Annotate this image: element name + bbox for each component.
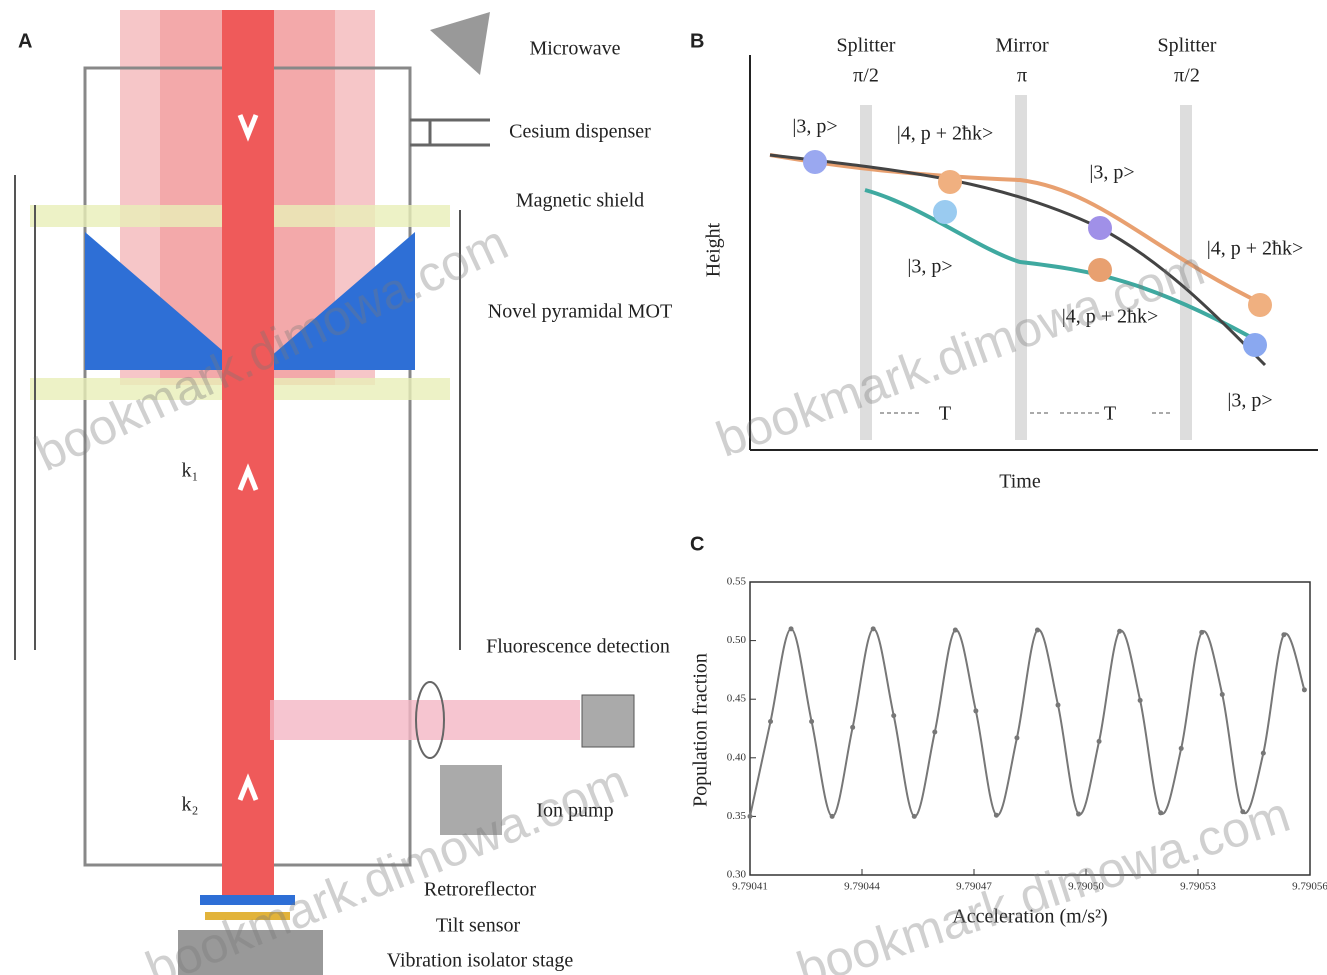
data-point [1199, 630, 1204, 635]
y-tick-label: 0.50 [727, 634, 747, 646]
label: Magnetic shield [516, 190, 644, 212]
fluorescence-beam [270, 700, 580, 740]
state-label: |4, p + 2ħk> [897, 123, 994, 145]
state-label: |4, p + 2ħk> [1207, 238, 1304, 260]
data-point [830, 814, 835, 819]
microwave-horn [430, 12, 490, 75]
state-label: |3, p> [1089, 162, 1134, 184]
data-point [1097, 739, 1102, 744]
fit-curve [750, 629, 1304, 817]
data-point [850, 725, 855, 730]
pulse-label: Splitter [1158, 35, 1217, 57]
data-point [1014, 735, 1019, 740]
data-point [1281, 632, 1286, 637]
data-point [871, 626, 876, 631]
interval-label: T [939, 403, 951, 425]
axis-label: Time [999, 471, 1041, 493]
label: Fluorescence detection [486, 636, 670, 658]
state-label: |3, p> [792, 116, 837, 138]
pulse-label: π [1017, 65, 1027, 87]
label: Tilt sensor [436, 915, 521, 937]
figure: A Microwave Cesium dispenser Magnetic sh… [0, 0, 1327, 975]
label: Vibration isolator stage [387, 950, 574, 972]
state-label: |3, p> [1227, 390, 1272, 412]
label: Microwave [529, 38, 620, 60]
data-point [994, 813, 999, 818]
detector [582, 695, 634, 747]
pulse-label: π/2 [853, 65, 879, 87]
pulse-label: Splitter [837, 35, 896, 57]
y-tick-label: 0.30 [727, 869, 747, 881]
data-point [1158, 810, 1163, 815]
watermark: bookmark.dimowa.com [709, 239, 1211, 467]
x-tick-label: 9.79056 [1292, 881, 1327, 893]
pulse-band [1015, 95, 1027, 440]
y-tick-label: 0.45 [727, 693, 747, 705]
data-point [1117, 629, 1122, 634]
data-point [912, 814, 917, 819]
data-point [973, 708, 978, 713]
y-tick-label: 0.55 [727, 576, 747, 588]
state-label: |3, p> [907, 256, 952, 278]
panel-label: C [690, 533, 704, 555]
pulse-label: π/2 [1174, 65, 1200, 87]
data-point [1220, 692, 1225, 697]
dispenser [410, 120, 490, 145]
data-point [1179, 746, 1184, 751]
beam-label: k₁ [182, 460, 199, 482]
interval-label: T [1104, 403, 1116, 425]
data-point [809, 719, 814, 724]
label: Cesium dispenser [509, 121, 651, 143]
panel-label: A [18, 30, 32, 52]
data-point [768, 719, 773, 724]
page: {"panel_a":{"label":"A","components":["M… [0, 0, 1327, 975]
data-point [748, 814, 753, 819]
data-point [1138, 698, 1143, 703]
x-tick-label: 9.79041 [732, 881, 768, 893]
data-point [891, 713, 896, 718]
pulse-label: Mirror [995, 35, 1049, 57]
raman-beam [222, 10, 274, 900]
y-tick-label: 0.35 [727, 810, 747, 822]
data-point [1261, 751, 1266, 756]
data-point [789, 626, 794, 631]
panel-label: B [690, 30, 704, 52]
data-point [1302, 687, 1307, 692]
y-tick-label: 0.40 [727, 751, 747, 763]
axis-label: Population fraction [690, 653, 712, 807]
data-point [932, 730, 937, 735]
x-tick-label: 9.79053 [1180, 881, 1216, 893]
x-tick-label: 9.79044 [844, 881, 880, 893]
data-point [1056, 703, 1061, 708]
axis-label: Height [703, 222, 725, 277]
data-point [1035, 628, 1040, 633]
beam-label: k₂ [182, 794, 199, 816]
label: Novel pyramidal MOT [488, 301, 672, 323]
data-point [953, 628, 958, 633]
data-point [1076, 812, 1081, 817]
